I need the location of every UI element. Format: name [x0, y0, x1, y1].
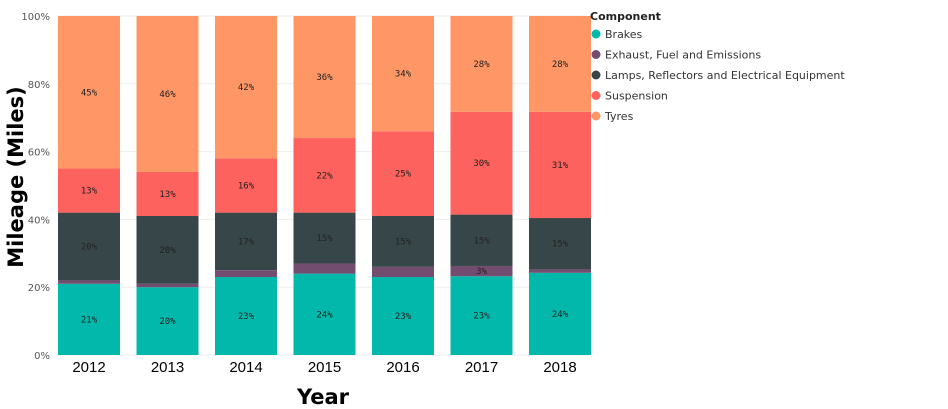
bar-segment-suspension: [450, 111, 513, 215]
legend-marker-icon: [591, 29, 601, 39]
bar-segment-tyres: [136, 16, 199, 172]
y-axis-ticks: 0% 20% 40% 60% 80% 100%: [21, 12, 50, 362]
data-label: 42%: [238, 83, 255, 93]
legend-marker-icon: [591, 91, 601, 100]
bar-segment-tyres: [529, 16, 591, 112]
y-tick-label: 60%: [28, 148, 50, 159]
bar-segment-suspension: [215, 158, 277, 213]
legend-item-label: Suspension: [605, 90, 668, 103]
bar-segment-brakes: [529, 272, 591, 355]
data-label: 25%: [395, 170, 412, 180]
bar-segment-exhaust-fuel-and-emissions: [372, 266, 434, 278]
bar-segment-tyres: [372, 16, 434, 132]
bar-segment-exhaust-fuel-and-emissions: [215, 270, 277, 278]
data-label: 15%: [316, 234, 333, 244]
bar-segment-exhaust-fuel-and-emissions: [293, 263, 356, 274]
y-tick-label: 40%: [28, 215, 50, 226]
y-tick-label: 20%: [28, 283, 50, 294]
bar-segment-lamps-reflectors-and-electrical-equipment: [58, 212, 120, 281]
bar-segment-lamps-reflectors-and-electrical-equipment: [372, 216, 434, 267]
legend-marker-icon: [591, 50, 601, 59]
data-label: 20%: [81, 243, 98, 253]
x-tick-label: 2014: [229, 359, 262, 376]
legend-item-label: Tyres: [604, 110, 634, 123]
bar-segment-lamps-reflectors-and-electrical-equipment: [293, 212, 356, 264]
data-label: 17%: [238, 237, 255, 247]
x-tick-label: 2018: [543, 359, 576, 376]
x-tick-label: 2013: [151, 359, 184, 376]
data-label: 20%: [159, 317, 176, 327]
x-tick-label: 2016: [386, 359, 419, 376]
x-axis-ticks: 2012 2013 2014 2015 2016 2017 2018: [72, 359, 576, 376]
data-label: 24%: [316, 310, 333, 320]
x-tick-label: 2015: [308, 359, 341, 376]
bar-segment-suspension: [293, 138, 356, 213]
y-axis-title: Mileage (Miles): [4, 86, 28, 268]
data-label: 30%: [473, 159, 490, 169]
legend-item-label: Lamps, Reflectors and Electrical Equipme…: [605, 69, 845, 82]
bar-segment-brakes: [215, 277, 277, 355]
data-label: 23%: [473, 312, 490, 322]
legend-marker-icon: [591, 70, 601, 80]
bar-segment-brakes: [136, 287, 199, 355]
data-label: 28%: [473, 60, 490, 70]
bar-segment-suspension: [529, 111, 591, 219]
data-label: 15%: [552, 240, 569, 250]
y-tick-label: 100%: [21, 12, 50, 23]
x-tick-label: 2012: [72, 359, 105, 376]
legend-item-label: Exhaust, Fuel and Emissions: [605, 49, 761, 62]
data-label: 31%: [552, 161, 569, 171]
data-label: 24%: [552, 310, 569, 320]
legend-marker-icon: [591, 111, 601, 121]
data-label: 15%: [473, 236, 490, 246]
bar-segment-brakes: [58, 283, 120, 355]
data-label: 23%: [395, 312, 412, 322]
data-label: 20%: [159, 246, 176, 256]
data-label: 28%: [552, 60, 569, 70]
bar-segment-lamps-reflectors-and-electrical-equipment: [215, 212, 277, 271]
data-label: 21%: [81, 315, 98, 325]
data-label: 46%: [159, 90, 176, 100]
data-label: 13%: [159, 190, 176, 200]
bar-segment-suspension: [136, 171, 199, 217]
bar-segment-brakes: [372, 277, 434, 355]
bar-segment-tyres: [450, 16, 513, 112]
legend: Component Brakes Exhaust, Fuel and Emissi…: [590, 10, 845, 123]
bar-segment-suspension: [372, 131, 434, 217]
legend-title: Component: [590, 10, 661, 23]
bar-segment-tyres: [293, 16, 356, 139]
bar-segment-tyres: [215, 16, 277, 159]
data-label: 45%: [81, 88, 98, 98]
y-tick-label: 80%: [28, 80, 50, 91]
bar-segment-brakes: [293, 273, 356, 355]
bar-segment-lamps-reflectors-and-electrical-equipment: [136, 216, 199, 284]
data-label: 15%: [395, 237, 412, 247]
data-label: 23%: [238, 312, 255, 322]
bar-segment-brakes: [450, 276, 513, 355]
data-label: 16%: [238, 182, 255, 192]
data-label: 34%: [395, 70, 412, 80]
bar-segment-exhaust-fuel-and-emissions: [136, 283, 199, 288]
bars: 21% 20% 13% 45% 20% 20% 13% 46% 23% 17% 16% 42% 24% 1…: [58, 16, 591, 355]
data-label: 13%: [81, 187, 98, 197]
data-label: 3%: [476, 267, 487, 277]
data-label: 36%: [316, 73, 333, 83]
y-tick-label: 0%: [34, 351, 50, 362]
bar-segment-lamps-reflectors-and-electrical-equipment: [450, 214, 513, 266]
legend-item-label: Brakes: [605, 28, 643, 41]
data-label: 22%: [316, 171, 333, 181]
bar-segment-suspension: [58, 168, 120, 213]
x-axis-title: Year: [296, 385, 350, 409]
bar-segment-lamps-reflectors-and-electrical-equipment: [529, 218, 591, 270]
bar-segment-tyres: [58, 16, 120, 169]
bar-segment-exhaust-fuel-and-emissions: [58, 280, 120, 284]
bar-segment-exhaust-fuel-and-emissions: [450, 265, 513, 277]
bar-segment-exhaust-fuel-and-emissions: [529, 269, 591, 273]
x-tick-label: 2017: [465, 359, 498, 376]
